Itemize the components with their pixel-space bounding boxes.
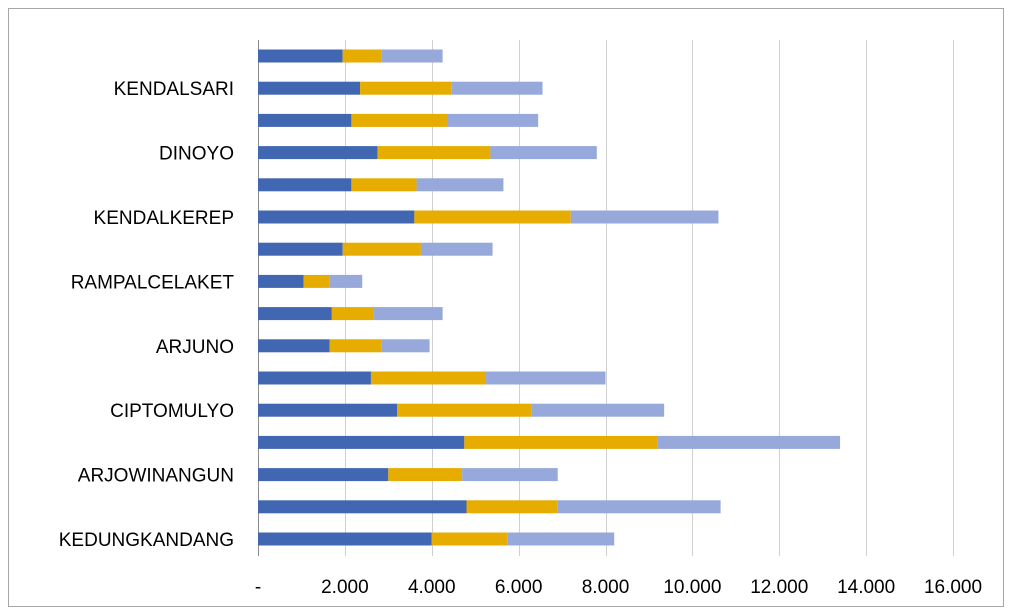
bar-segment-3 bbox=[381, 49, 443, 63]
bar-segment-2 bbox=[397, 403, 532, 417]
bar-segment-3 bbox=[657, 435, 841, 449]
bar-segment-2 bbox=[388, 468, 463, 482]
x-axis-tick-labels: - 2.000 4.000 6.000 8.000 10.000 12.000 14.000 1… bbox=[255, 577, 982, 598]
bar-segment-1 bbox=[258, 81, 361, 95]
bar-segment-1 bbox=[258, 146, 378, 160]
category-label: KENDALSARI bbox=[114, 79, 234, 100]
bar-segment-2 bbox=[464, 435, 658, 449]
category-label: KENDALKEREP bbox=[94, 208, 234, 229]
bar-segment-3 bbox=[557, 500, 721, 514]
x-tick-label: 16.000 bbox=[924, 577, 982, 598]
bar-segment-1 bbox=[258, 178, 352, 192]
bar-segment-1 bbox=[258, 49, 343, 63]
category-labels: KEDUNGKANDANG ARJOWINANGUN CIPTOMULYO ARJUN… bbox=[59, 79, 235, 551]
bar-segment-2 bbox=[377, 146, 491, 160]
bar-segment-1 bbox=[258, 210, 415, 224]
x-tick-label: - bbox=[255, 577, 261, 598]
bar-segment-1 bbox=[258, 532, 432, 546]
x-tick-label: 4.000 bbox=[408, 577, 456, 598]
bar-segment-1 bbox=[258, 435, 465, 449]
x-tick-label: 12.000 bbox=[750, 577, 808, 598]
bar-segment-2 bbox=[370, 371, 487, 385]
bar-segment-2 bbox=[342, 49, 382, 63]
bar-segment-1 bbox=[258, 468, 389, 482]
category-label: RAMPALCELAKET bbox=[71, 272, 235, 293]
bar-segment-3 bbox=[486, 371, 606, 385]
bar-segment-2 bbox=[342, 242, 421, 256]
bar-segment-1 bbox=[258, 113, 352, 127]
bar-segment-3 bbox=[446, 113, 539, 127]
x-tick-label: 6.000 bbox=[495, 577, 543, 598]
bar-segment-3 bbox=[507, 532, 615, 546]
bar-segment-3 bbox=[416, 178, 504, 192]
category-label: DINOYO bbox=[159, 144, 234, 165]
bar-segment-1 bbox=[258, 371, 371, 385]
bar-segment-2 bbox=[303, 274, 330, 288]
x-tick-label: 2.000 bbox=[321, 577, 369, 598]
bar-segment-3 bbox=[381, 339, 430, 353]
category-label: CIPTOMULYO bbox=[110, 401, 234, 422]
bars bbox=[258, 49, 841, 546]
bar-segment-2 bbox=[414, 210, 571, 224]
bar-segment-1 bbox=[258, 500, 467, 514]
bar-segment-2 bbox=[466, 500, 558, 514]
bar-segment-3 bbox=[329, 274, 363, 288]
bar-segment-2 bbox=[360, 81, 452, 95]
bar-segment-2 bbox=[329, 339, 382, 353]
bar-segment-1 bbox=[258, 242, 343, 256]
bar-segment-1 bbox=[258, 339, 330, 353]
bar-segment-2 bbox=[331, 307, 374, 321]
bar-segment-3 bbox=[570, 210, 719, 224]
category-label: ARJUNO bbox=[156, 337, 234, 358]
x-tick-label: 14.000 bbox=[837, 577, 895, 598]
bar-segment-3 bbox=[420, 242, 493, 256]
bar-segment-2 bbox=[351, 178, 417, 192]
x-tick-label: 8.000 bbox=[582, 577, 630, 598]
bar-segment-2 bbox=[351, 113, 447, 127]
category-label: ARJOWINANGUN bbox=[78, 466, 234, 487]
bar-segment-1 bbox=[258, 274, 304, 288]
bar-segment-3 bbox=[490, 146, 597, 160]
bar-segment-3 bbox=[451, 81, 543, 95]
bar-segment-3 bbox=[462, 468, 558, 482]
bar-segment-2 bbox=[431, 532, 508, 546]
bar-segment-3 bbox=[531, 403, 665, 417]
bar-segment-1 bbox=[258, 403, 397, 417]
x-tick-label: 10.000 bbox=[663, 577, 721, 598]
category-label: KEDUNGKANDANG bbox=[59, 530, 234, 551]
bar-segment-3 bbox=[373, 307, 443, 321]
bar-segment-1 bbox=[258, 307, 332, 321]
